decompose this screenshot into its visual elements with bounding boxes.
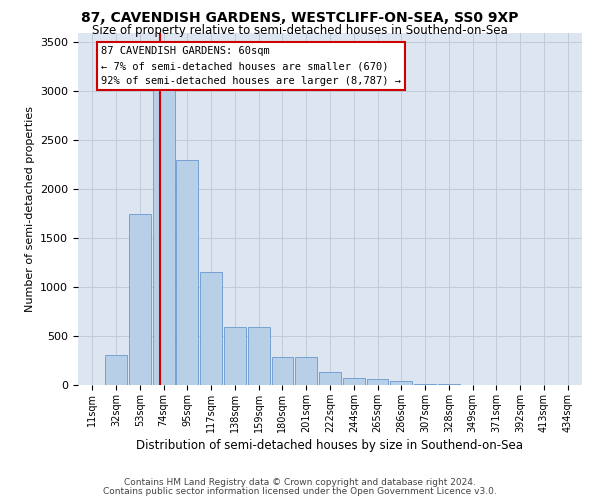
Bar (391, 381, 412, 385)
Text: Contains HM Land Registry data © Crown copyright and database right 2024.: Contains HM Land Registry data © Crown c… (124, 478, 476, 487)
Bar (176, 160, 198, 385)
Bar (438, 384, 460, 385)
Text: 87, CAVENDISH GARDENS, WESTCLIFF-ON-SEA, SS0 9XP: 87, CAVENDISH GARDENS, WESTCLIFF-ON-SEA,… (81, 11, 519, 25)
Bar (414, 384, 436, 385)
Bar (129, 214, 151, 385)
Text: 87 CAVENDISH GARDENS: 60sqm
← 7% of semi-detached houses are smaller (670)
92% o: 87 CAVENDISH GARDENS: 60sqm ← 7% of semi… (101, 46, 401, 86)
Bar (152, 86, 175, 385)
Bar (295, 357, 317, 385)
Bar (343, 378, 365, 385)
Text: Size of property relative to semi-detached houses in Southend-on-Sea: Size of property relative to semi-detach… (92, 24, 508, 37)
Text: Contains public sector information licensed under the Open Government Licence v3: Contains public sector information licen… (103, 487, 497, 496)
Bar (248, 327, 269, 385)
Bar (224, 327, 246, 385)
Bar (200, 272, 222, 385)
Bar (319, 372, 341, 385)
Bar (272, 356, 293, 385)
Y-axis label: Number of semi-detached properties: Number of semi-detached properties (25, 106, 35, 312)
Bar (105, 354, 127, 385)
X-axis label: Distribution of semi-detached houses by size in Southend-on-Sea: Distribution of semi-detached houses by … (137, 439, 523, 452)
Bar (367, 378, 388, 385)
